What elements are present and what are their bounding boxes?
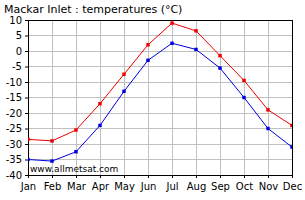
grid-line-y (28, 113, 292, 114)
x-axis: Jan Feb Mar Apr May Jun Jul Aug Sep Oct Nov Dec (20, 175, 302, 192)
y-tick-label: 5 (16, 30, 22, 41)
series-group (28, 21, 292, 162)
series-marker (194, 48, 197, 51)
x-tick: Sep (211, 175, 230, 192)
series-marker (290, 145, 292, 148)
series-marker (122, 90, 125, 93)
series-marker (98, 124, 101, 127)
y-tick: 0 (16, 46, 28, 57)
x-tick: Jun (140, 175, 157, 192)
y-tick-label: 0 (16, 46, 22, 57)
y-tick: -40 (6, 170, 28, 181)
plot-background (28, 20, 292, 175)
x-tick-label: Oct (236, 181, 253, 192)
y-tick: -10 (6, 77, 28, 88)
series-marker (218, 54, 221, 57)
series-marker (146, 59, 149, 62)
x-tick-label: Sep (211, 181, 230, 192)
series-marker (170, 21, 173, 24)
x-tick: Jul (165, 175, 178, 192)
y-tick: 10 (9, 15, 28, 26)
series-marker (266, 127, 269, 130)
y-tick: -15 (6, 92, 28, 103)
grid-line-x (100, 20, 101, 175)
y-tick-label: -35 (6, 154, 22, 165)
x-tick: Nov (259, 175, 279, 192)
x-tick-label: Dec (283, 181, 302, 192)
x-tick-label: Jan (20, 181, 36, 192)
series-marker (50, 139, 53, 142)
grid-line-x (220, 20, 221, 175)
watermark: www.allmetsat.com (30, 164, 118, 174)
grid-line-y (28, 128, 292, 129)
series-marker (290, 124, 292, 127)
y-tick-label: -25 (6, 123, 22, 134)
x-tick: Dec (283, 175, 302, 192)
y-tick: 5 (16, 30, 28, 41)
y-tick-label: -40 (6, 170, 22, 181)
x-tick: May (114, 175, 135, 192)
x-tick-label: Jul (165, 181, 178, 192)
y-tick: -35 (6, 154, 28, 165)
y-tick-label: -30 (6, 139, 22, 150)
x-tick-label: Apr (92, 181, 110, 192)
grid-line-y (28, 144, 292, 145)
x-tick-label: Feb (44, 181, 62, 192)
grid-line-x (196, 20, 197, 175)
grid-line-y (28, 66, 292, 67)
y-tick: -5 (12, 61, 28, 72)
series-marker (146, 43, 149, 46)
x-tick: Apr (92, 175, 110, 192)
y-tick: -25 (6, 123, 28, 134)
x-tick: Oct (236, 175, 253, 192)
series-marker (74, 128, 77, 131)
series-marker (242, 79, 245, 82)
series-marker (242, 96, 245, 99)
series-marker (194, 29, 197, 32)
series-marker (98, 102, 101, 105)
x-tick-label: Mar (67, 181, 87, 192)
series-marker (50, 159, 53, 162)
grid (28, 20, 292, 175)
y-tick-label: -15 (6, 92, 22, 103)
x-tick-label: Aug (187, 181, 207, 192)
y-tick-label: -20 (6, 108, 22, 119)
series-marker (28, 158, 30, 161)
x-tick-label: May (114, 181, 135, 192)
x-axis-line (29, 176, 293, 179)
series-line (28, 43, 292, 161)
x-tick: Jan (20, 175, 36, 192)
grid-line-y (28, 159, 292, 160)
y-tick-label: -10 (6, 77, 22, 88)
grid-line-x (52, 20, 53, 175)
y-tick: -30 (6, 139, 28, 150)
grid-line-y (28, 97, 292, 98)
series-marker (266, 108, 269, 111)
y-tick-label: -5 (12, 61, 22, 72)
x-tick-label: Nov (259, 181, 279, 192)
y-axis: -40 -35 -30 -25 -20 -15 -10 -5 0 5 10 (6, 15, 29, 181)
plot-frame (28, 20, 292, 175)
grid-line-y (28, 35, 292, 36)
series-line (28, 23, 292, 141)
x-tick: Aug (187, 175, 207, 192)
y-tick-label: 10 (9, 15, 22, 26)
series-marker (218, 66, 221, 69)
y-tick: -20 (6, 108, 28, 119)
x-tick-label: Jun (140, 181, 157, 192)
series-marker (28, 138, 30, 141)
chart: -40 -35 -30 -25 -20 -15 -10 -5 0 5 10 Jan Feb Mar Apr M… (0, 0, 305, 200)
series-marker (122, 73, 125, 76)
grid-line-x (124, 20, 125, 175)
title: Mackar Inlet : temperatures (°C) (4, 3, 182, 16)
grid-line-x (268, 20, 269, 175)
series-marker (170, 42, 173, 45)
grid-line-y (28, 82, 292, 83)
x-tick: Mar (67, 175, 87, 192)
series-marker (74, 150, 77, 153)
x-tick: Feb (44, 175, 62, 192)
